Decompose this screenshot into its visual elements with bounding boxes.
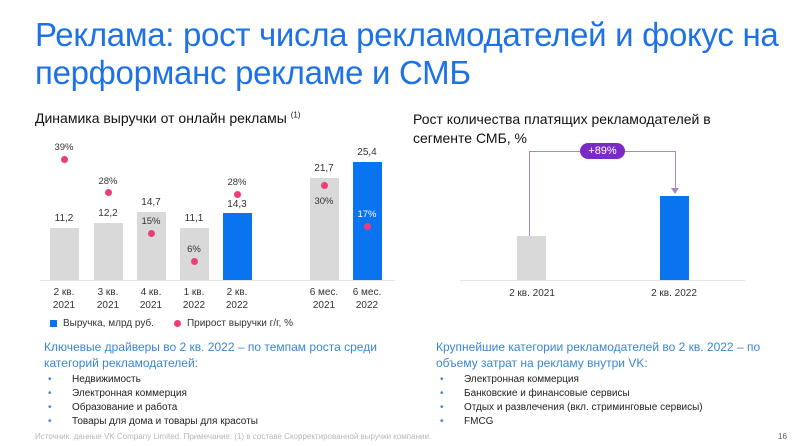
legend-growth-swatch <box>173 320 181 327</box>
page-number: 16 <box>778 432 787 441</box>
x-axis-label-period: 3 кв. <box>97 287 119 298</box>
left-chart-legend: Выручка, млрд руб. Прирост выручки г/г, … <box>50 318 293 329</box>
growth-value-label: 39% <box>54 142 74 153</box>
list-item: Товары для дома и товары для красоты <box>44 415 394 429</box>
x-axis-label-year: 2021 <box>312 300 336 311</box>
list-item: Электронная коммерция <box>44 387 394 401</box>
revenue-bar <box>222 213 252 280</box>
x-axis-label: 6 мес. 2021 <box>299 286 349 312</box>
right-chart-title-line1: Рост количества платящих рекламодателей … <box>413 111 711 127</box>
growth-dot-icon <box>233 191 241 198</box>
revenue-bar <box>49 228 79 280</box>
revenue-value-label: 14,3 <box>227 199 247 210</box>
growth-dot-icon <box>363 223 371 230</box>
x-axis-label-year: 2022 <box>355 300 379 311</box>
revenue-bar <box>93 223 123 280</box>
growth-badge: +89% <box>580 143 625 159</box>
x-axis-label-period: 6 мес. <box>352 287 382 298</box>
x-axis-label: 6 мес. 2022 <box>342 286 392 312</box>
x-axis-label-period: 2 кв. <box>53 287 75 298</box>
left-chart-title-text: Динамика выручки от онлайн рекламы <box>35 110 287 126</box>
revenue-value-label: 21,7 <box>314 163 334 174</box>
key-drivers-block: Ключевые драйверы во 2 кв. 2022 – по тем… <box>44 339 394 429</box>
revenue-bar <box>179 228 209 280</box>
right-chart-title-line2: сегменте СМБ, % <box>413 130 527 146</box>
source-footnote: Источник: данные VK Company Limited. При… <box>35 432 432 441</box>
x-axis-label-year: 2021 <box>52 300 76 311</box>
list-item: Образование и работа <box>44 401 394 415</box>
right-chart-axis <box>460 280 745 281</box>
growth-value-label: 6% <box>187 244 201 255</box>
revenue-bar <box>309 178 339 280</box>
growth-value-label: 15% <box>141 216 161 227</box>
list-item: Недвижимость <box>44 373 394 387</box>
x-axis-label-year: 2021 <box>139 300 163 311</box>
legend-growth-label: Прирост выручки г/г, % <box>186 318 293 329</box>
revenue-value-label: 14,7 <box>141 197 161 208</box>
list-item: Банковские и финансовые сервисы <box>436 387 776 401</box>
x-axis-label-year: 2022 <box>225 300 249 311</box>
x-axis-label: 2 кв. 2022 <box>212 286 262 312</box>
list-item: Отдых и развлечения (вкл. стриминговые с… <box>436 401 776 415</box>
x-axis-label-period: 1 кв. <box>183 287 205 298</box>
growth-value-label: 28% <box>227 177 247 188</box>
growth-dot-icon <box>320 182 328 189</box>
x-axis-label-period: 4 кв. <box>140 287 162 298</box>
growth-value-label: 28% <box>98 176 118 187</box>
revenue-value-label: 12,2 <box>98 208 118 219</box>
revenue-value-label: 25,4 <box>357 147 377 158</box>
x-axis-label-year: 2022 <box>182 300 206 311</box>
revenue-value-label: 11,1 <box>184 213 204 224</box>
connector-right-line <box>675 151 676 189</box>
revenue-chart: 11,2 39% 2 кв. 2021 12,2 28% 3 кв. 2021 14,7 15% 4… <box>0 0 400 320</box>
right-bar-2021 <box>517 236 546 280</box>
footnote-mark: (1) <box>290 110 301 120</box>
right-xlabel-2022: 2 кв. 2022 <box>651 288 697 299</box>
x-axis-label: 3 кв. 2021 <box>83 286 133 312</box>
x-axis-label-period: 6 мес. <box>309 287 339 298</box>
revenue-value-label: 11,2 <box>54 213 74 224</box>
growth-dot-icon <box>60 156 68 163</box>
key-drivers-heading: Ключевые драйверы во 2 кв. 2022 – по тем… <box>44 340 377 370</box>
key-drivers-list: Недвижимость Электронная коммерция Образ… <box>44 373 394 429</box>
left-chart-title: Динамика выручки от онлайн рекламы (1) <box>35 110 301 126</box>
top-categories-list: Электронная коммерция Банковские и финан… <box>436 373 776 429</box>
legend-revenue-swatch <box>50 320 57 327</box>
right-chart-title: Рост количества платящих рекламодателей … <box>413 110 711 148</box>
list-item: Электронная коммерция <box>436 373 776 387</box>
connector-left-line <box>529 151 530 236</box>
x-axis-label-period: 2 кв. <box>226 287 248 298</box>
list-item: FMCG <box>436 415 776 429</box>
right-xlabel-2021: 2 кв. 2021 <box>509 288 555 299</box>
growth-value-label: 17% <box>357 209 377 220</box>
right-bar-2022 <box>660 196 689 280</box>
growth-dot-icon <box>147 230 155 237</box>
revenue-bar <box>136 212 166 280</box>
legend-revenue-label: Выручка, млрд руб. <box>63 318 154 329</box>
x-axis-label-year: 2021 <box>96 300 120 311</box>
growth-dot-icon <box>190 258 198 265</box>
x-axis-label: 1 кв. 2022 <box>169 286 219 312</box>
left-chart-axis <box>40 280 395 281</box>
growth-dot-icon <box>104 189 112 196</box>
page-title: Реклама: рост числа рекламодателей и фок… <box>35 16 779 91</box>
top-categories-heading: Крупнейшие категории рекламодателей во 2… <box>436 340 761 370</box>
growth-value-label: 30% <box>314 196 334 207</box>
top-categories-block: Крупнейшие категории рекламодателей во 2… <box>436 339 776 429</box>
revenue-bar <box>352 162 382 280</box>
x-axis-label: 2 кв. 2021 <box>39 286 89 312</box>
connector-arrow-icon <box>671 188 679 194</box>
x-axis-label: 4 кв. 2021 <box>126 286 176 312</box>
